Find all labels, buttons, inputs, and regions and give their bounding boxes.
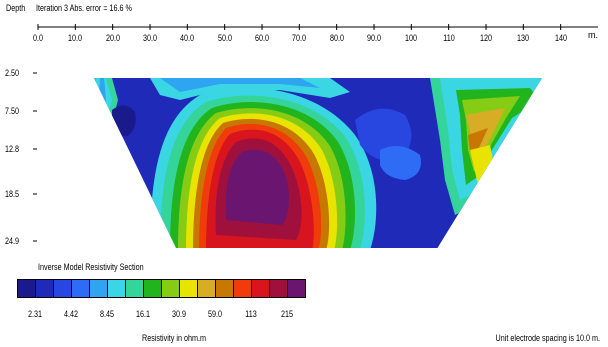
legend-title: Inverse Model Resistivity Section: [38, 262, 144, 272]
x-unit-label: m.: [588, 30, 598, 40]
section-top-band-blue: [160, 78, 320, 92]
legend-swatch: [35, 279, 54, 298]
legend-label: 2.31: [27, 309, 43, 319]
x-tick-label: 110: [442, 33, 455, 43]
legend-swatch: [215, 279, 234, 298]
legend-swatch: [53, 279, 72, 298]
legend-label: 4.42: [63, 309, 79, 319]
legend-swatch: [251, 279, 270, 298]
section-right-core: [468, 128, 488, 152]
legend-label: 30.9: [171, 309, 187, 319]
x-tick-label: 30.0: [142, 33, 158, 43]
y-tick-label: 24.9: [5, 236, 20, 246]
x-tick-label: 100: [405, 33, 418, 43]
chart-title: Iteration 3 Abs. error = 16.6 %: [36, 3, 132, 13]
x-tick-label: 0.0: [32, 33, 44, 43]
legend-label: 59.0: [207, 309, 223, 319]
legend-swatch: [125, 279, 144, 298]
section-right-edge-2: [500, 130, 542, 200]
x-tick-label: 70.0: [292, 33, 307, 43]
section-mid-patch-2: [380, 146, 421, 180]
legend-swatch: [287, 279, 306, 298]
anomaly-ring-9: [225, 149, 290, 225]
legend-swatch: [89, 279, 108, 298]
legend-swatch: [17, 279, 36, 298]
y-tick-label: 2.50: [5, 68, 20, 78]
legend-swatch: [179, 279, 198, 298]
legend-swatch: [71, 279, 90, 298]
x-tick-label: 140: [554, 33, 567, 43]
y-tick-label: 7.50: [5, 106, 20, 116]
legend-label: 113: [245, 309, 257, 319]
depth-label: Depth: [6, 3, 26, 13]
x-tick-label: 120: [479, 33, 493, 43]
x-tick-label: 10.0: [68, 33, 83, 43]
legend-swatch: [107, 279, 126, 298]
legend-swatch: [161, 279, 180, 298]
y-tick-label: 12.8: [5, 144, 20, 154]
legend-label: 215: [280, 309, 294, 319]
x-tick-label: 20.0: [105, 33, 120, 43]
x-tick-label: 80.0: [329, 33, 344, 43]
y-tick-label: 18.5: [5, 189, 20, 199]
legend-label: 16.1: [135, 309, 151, 319]
x-tick-label: 60.0: [254, 33, 270, 43]
x-tick-label: 50.0: [217, 33, 232, 43]
x-tick-label: 130: [517, 33, 530, 43]
legend-units: Resistivity in ohm.m: [141, 333, 207, 343]
legend-swatch: [269, 279, 288, 298]
electrode-spacing-note: Unit electrode spacing is 10.0 m.: [495, 333, 600, 343]
legend-swatch: [197, 279, 216, 298]
legend-swatch: [143, 279, 162, 298]
legend-label: 8.45: [99, 309, 115, 319]
x-tick-label: 90.0: [366, 33, 382, 43]
x-tick-label: 40.0: [180, 33, 195, 43]
legend-swatch: [233, 279, 252, 298]
